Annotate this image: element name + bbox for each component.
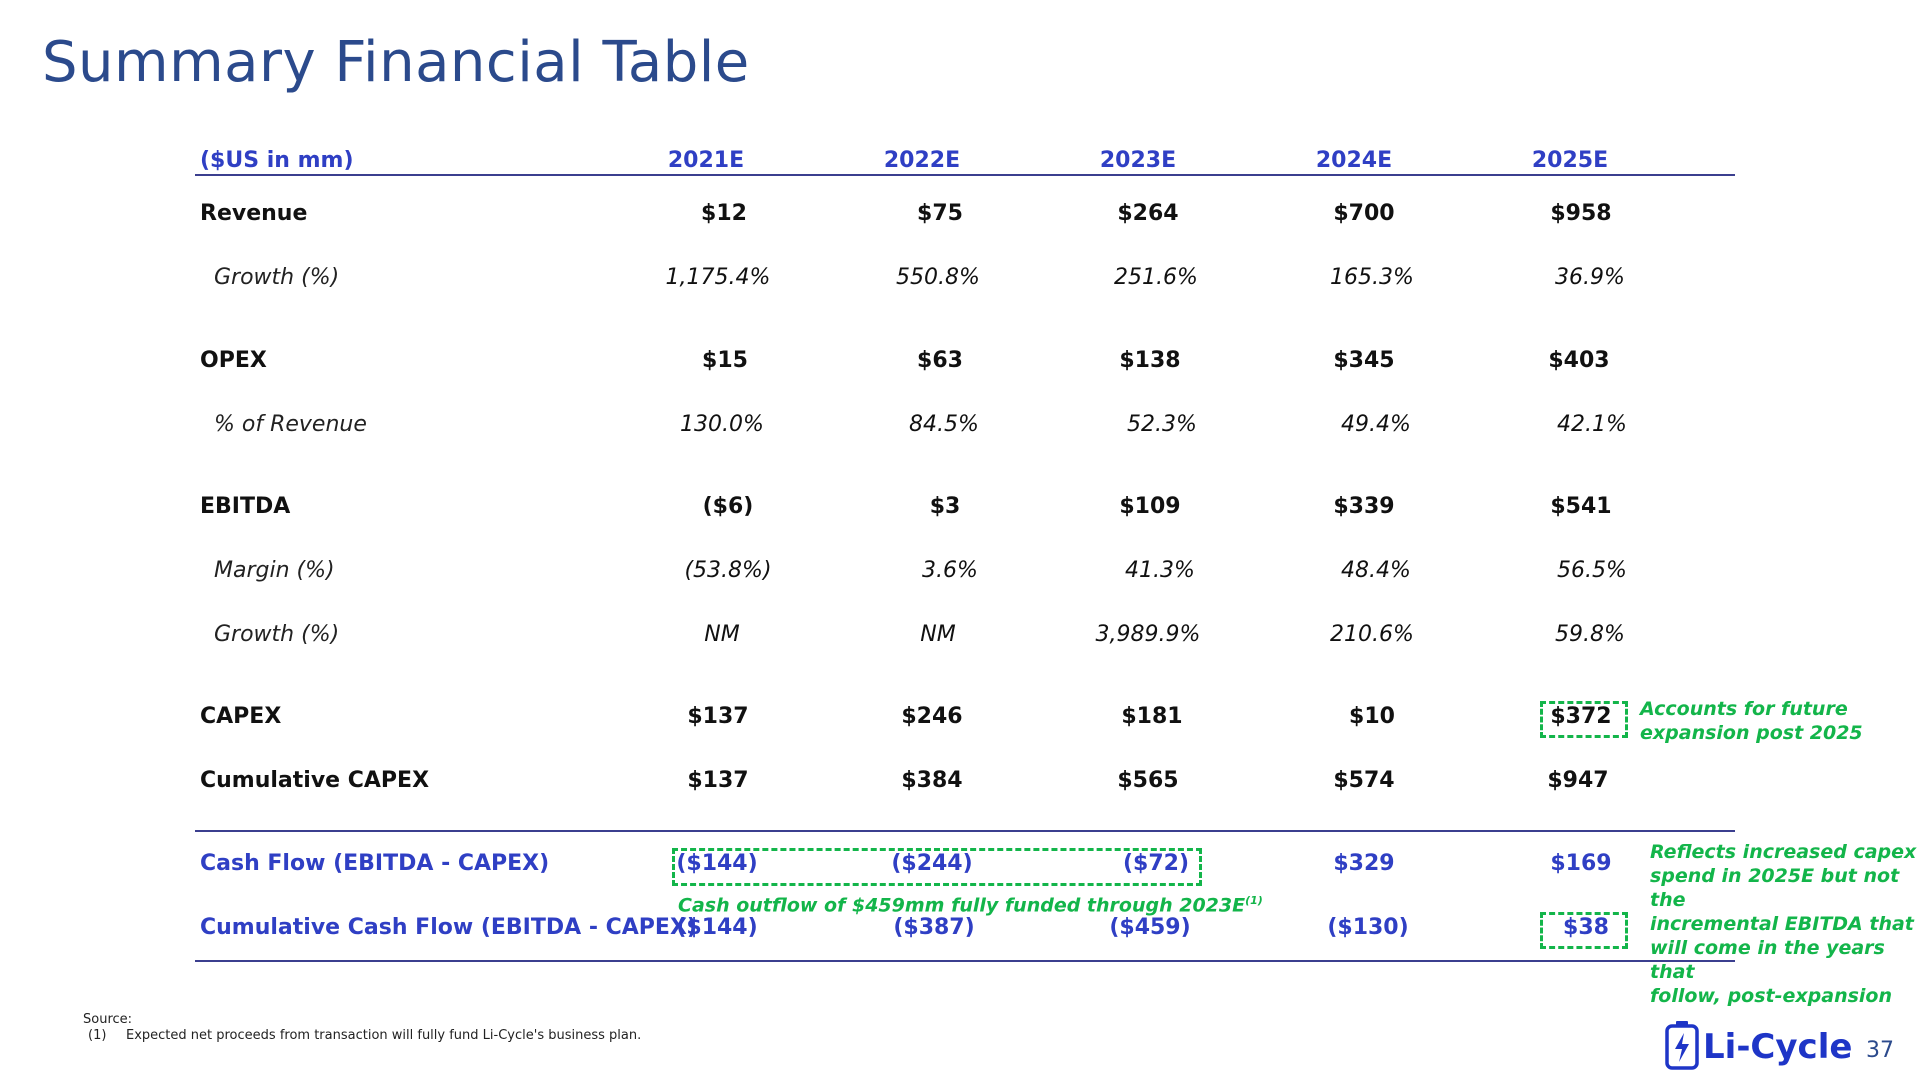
cum-cf-2025-highlight-box: [1540, 912, 1628, 949]
ebitda-growth-value: NM: [920, 622, 956, 647]
year-header: 2021E: [667, 148, 745, 173]
outflow-note-text: Cash outflow of $459mm fully funded thro…: [678, 894, 1246, 917]
cum-capex-value: $574: [1333, 768, 1395, 793]
row-label-opex: OPEX: [200, 348, 267, 373]
outflow-note: Cash outflow of $459mm fully funded thro…: [678, 889, 1263, 917]
opex-pct-value: 130.0%: [680, 412, 764, 437]
opex-value: $15: [702, 348, 748, 373]
revenue-growth-value: 1,175.4%: [665, 265, 771, 290]
cash-flow-value: ($144): [676, 851, 758, 876]
cash-flow-value: ($72): [1122, 851, 1190, 876]
ebitda-value: $339: [1333, 494, 1395, 519]
capex-note-line: expansion post 2025: [1640, 722, 1863, 744]
capex-value: $10: [1349, 704, 1395, 729]
li-cycle-logo: Li-Cycle: [1665, 1020, 1852, 1074]
revenue-growth-value: 165.3%: [1330, 265, 1414, 290]
table-bottom-rule: [195, 960, 1735, 962]
opex-pct-value: 52.3%: [1127, 412, 1197, 437]
revenue-value: $264: [1117, 201, 1179, 226]
cum-capex-value: $947: [1547, 768, 1609, 793]
revenue-growth-value: 251.6%: [1114, 265, 1198, 290]
capex-value: $181: [1121, 704, 1183, 729]
row-label-cum-cash-flow: Cumulative Cash Flow (EBITDA - CAPEX): [200, 915, 697, 940]
ebitda-margin-value: 41.3%: [1125, 558, 1195, 583]
ebitda-margin-value: (53.8%): [684, 558, 772, 583]
footnote-number: (1): [88, 1028, 107, 1043]
source-label: Source:: [83, 1012, 133, 1027]
row-label-revenue: Revenue: [200, 201, 308, 226]
cum-capex-value: $565: [1117, 768, 1179, 793]
opex-pct-value: 84.5%: [909, 412, 979, 437]
revenue-growth-value: 36.9%: [1555, 265, 1625, 290]
cum-cash-flow-value: ($144): [676, 915, 758, 940]
ebitda-growth-value: 3,989.9%: [1095, 622, 1201, 647]
units-header: ($US in mm): [200, 148, 354, 173]
cum-capex-value: $137: [687, 768, 749, 793]
ebitda-value: $3: [929, 494, 961, 519]
revenue-value: $12: [701, 201, 747, 226]
cash-flow-note-line: will come in the years that: [1650, 937, 1885, 983]
page-number: 37: [1866, 1038, 1894, 1063]
cash-outflow-highlight-box: [672, 848, 1202, 886]
revenue-value: $75: [917, 201, 963, 226]
revenue-value: $958: [1550, 201, 1612, 226]
capex-2025-highlight-box: [1540, 701, 1628, 738]
header-rule: [195, 174, 1735, 176]
cash-flow-note-line: Reflects increased capex: [1650, 841, 1917, 863]
cash-flow-note-line: incremental EBITDA that: [1650, 913, 1914, 935]
cum-cash-flow-value: ($387): [893, 915, 975, 940]
ebitda-growth-value: NM: [704, 622, 740, 647]
year-header: 2022E: [883, 148, 961, 173]
ebitda-growth-value: 59.8%: [1555, 622, 1625, 647]
opex-value: $345: [1333, 348, 1395, 373]
row-label-revenue-growth: Growth (%): [214, 265, 340, 290]
battery-icon: [1665, 1020, 1699, 1074]
ebitda-margin-value: 48.4%: [1341, 558, 1411, 583]
opex-pct-value: 42.1%: [1557, 412, 1627, 437]
cum-cash-flow-value: $38: [1563, 915, 1609, 940]
cash-flow-note-line: follow, post-expansion: [1650, 985, 1892, 1007]
opex-value: $138: [1119, 348, 1181, 373]
row-label-cash-flow: Cash Flow (EBITDA - CAPEX): [200, 851, 550, 876]
row-label-ebitda: EBITDA: [200, 494, 291, 519]
row-label-ebitda-growth: Growth (%): [214, 622, 340, 647]
ebitda-margin-value: 3.6%: [922, 558, 978, 583]
capex-value: $372: [1550, 704, 1612, 729]
cum-capex-value: $384: [901, 768, 963, 793]
capex-value: $246: [901, 704, 963, 729]
ebitda-growth-value: 210.6%: [1330, 622, 1414, 647]
opex-value: $63: [917, 348, 963, 373]
logo-text: Li-Cycle: [1703, 1027, 1853, 1067]
row-label-opex-pct: % of Revenue: [214, 412, 367, 437]
capex-note-line: Accounts for future: [1640, 698, 1848, 720]
revenue-growth-value: 550.8%: [896, 265, 980, 290]
revenue-value: $700: [1333, 201, 1395, 226]
footnote-text: Expected net proceeds from transaction w…: [126, 1028, 642, 1043]
capex-note: Accounts for future expansion post 2025: [1640, 697, 1863, 745]
ebitda-margin-value: 56.5%: [1557, 558, 1627, 583]
ebitda-value: $109: [1119, 494, 1181, 519]
opex-pct-value: 49.4%: [1341, 412, 1411, 437]
cash-flow-top-rule: [195, 830, 1735, 832]
cash-flow-note-line: spend in 2025E but not the: [1650, 865, 1900, 911]
ebitda-value: ($6): [702, 494, 754, 519]
cash-flow-value: ($244): [891, 851, 973, 876]
outflow-note-sup: (1): [1245, 894, 1263, 907]
year-header: 2025E: [1531, 148, 1609, 173]
ebitda-value: $541: [1550, 494, 1612, 519]
row-label-cum-capex: Cumulative CAPEX: [200, 768, 430, 793]
cash-flow-value: $329: [1333, 851, 1395, 876]
page-title: Summary Financial Table: [42, 30, 750, 95]
row-label-capex: CAPEX: [200, 704, 282, 729]
year-header: 2023E: [1099, 148, 1177, 173]
cum-cash-flow-value: ($130): [1327, 915, 1409, 940]
year-header: 2024E: [1315, 148, 1393, 173]
opex-value: $403: [1548, 348, 1610, 373]
cum-cash-flow-value: ($459): [1109, 915, 1191, 940]
row-label-ebitda-margin: Margin (%): [214, 558, 335, 583]
cash-flow-note: Reflects increased capex spend in 2025E …: [1650, 840, 1920, 1008]
cash-flow-value: $169: [1550, 851, 1612, 876]
capex-value: $137: [687, 704, 749, 729]
